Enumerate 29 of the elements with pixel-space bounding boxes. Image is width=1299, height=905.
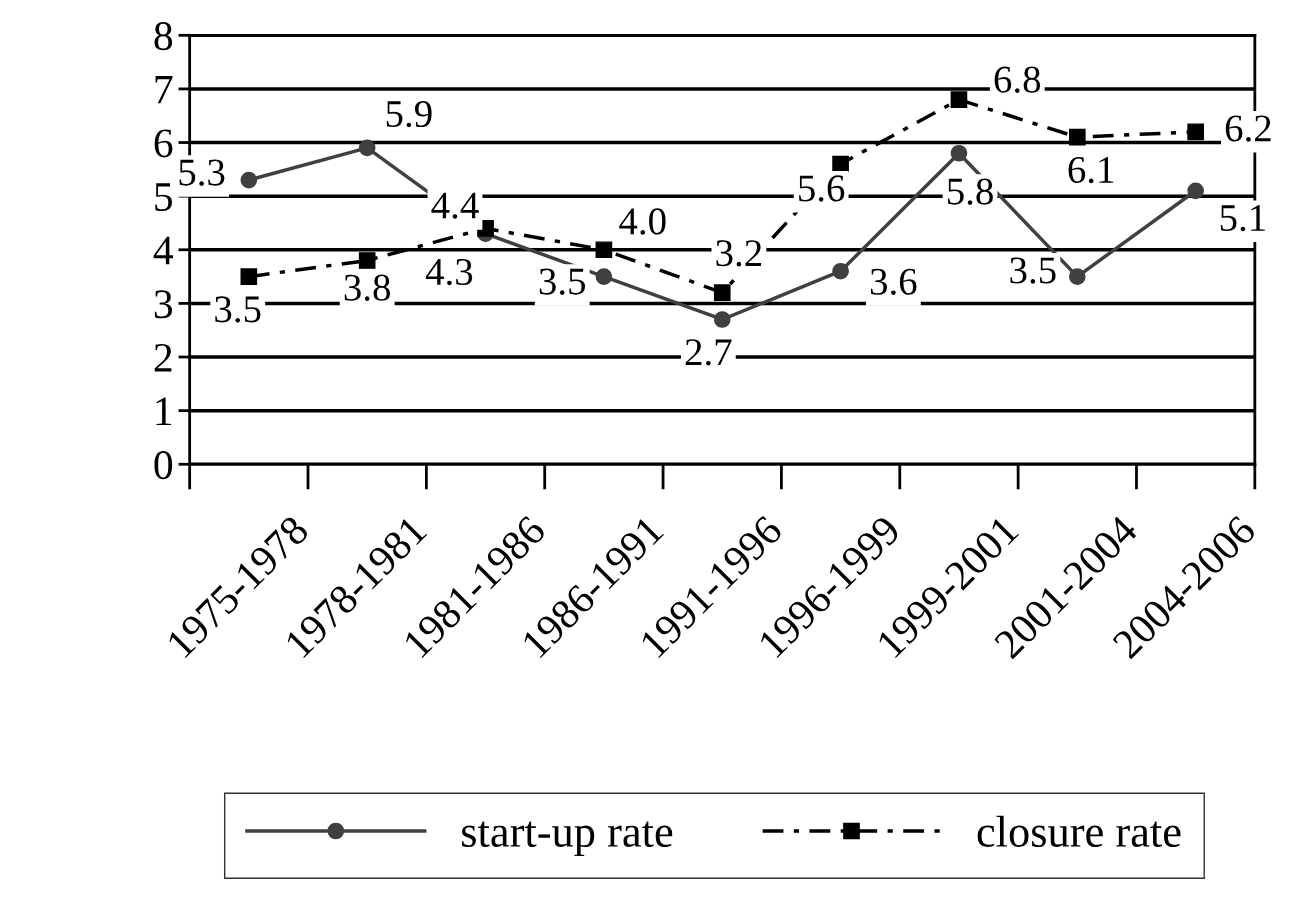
y-tick-label: 6	[154, 129, 173, 158]
data-label: 5.6	[799, 175, 845, 202]
data-label: 6.1	[1068, 156, 1114, 184]
data-label: 3.8	[344, 274, 391, 301]
legend-label: closure rate	[977, 815, 1181, 847]
y-tick-label: 1	[156, 397, 172, 426]
data-label: 5.8	[948, 178, 993, 205]
data-label: 3.5	[215, 296, 261, 323]
data-label: 4.3	[425, 258, 473, 286]
data-label: 5.3	[179, 159, 225, 186]
data-label: 3.6	[870, 268, 917, 296]
y-tick-label: 5	[155, 183, 173, 212]
data-label: 2.7	[685, 339, 732, 366]
y-tick-label: 7	[155, 76, 173, 104]
y-tick-label: 0	[154, 451, 173, 480]
data-label: 3.2	[716, 240, 762, 267]
data-label: 4.0	[619, 208, 666, 235]
y-tick-label: 4	[153, 236, 174, 265]
y-tick-label: 3	[154, 290, 173, 319]
data-label: 4.4	[431, 192, 479, 219]
data-label: 6.2	[1225, 115, 1271, 142]
data-label: 6.8	[994, 66, 1041, 93]
y-tick-label: 2	[154, 343, 172, 372]
data-label: 3.5	[1010, 257, 1056, 284]
y-tick-label: 8	[154, 22, 173, 51]
data-label: 5.9	[386, 100, 432, 128]
data-label: 5.1	[1220, 205, 1265, 232]
legend-label: start-up rate	[462, 821, 673, 857]
data-label: 3.5	[539, 268, 586, 295]
